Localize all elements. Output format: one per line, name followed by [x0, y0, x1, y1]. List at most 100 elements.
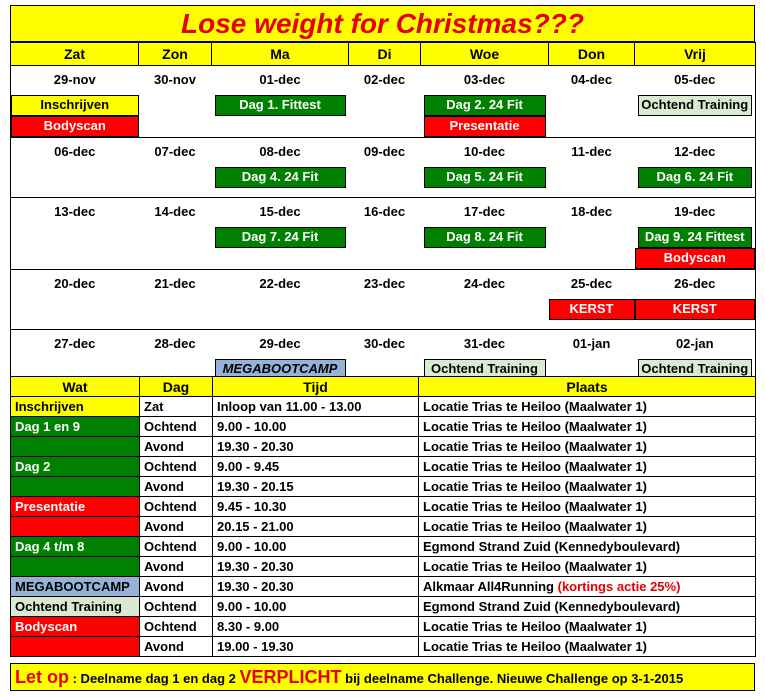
schedule-row: MEGABOOTCAMP Avond 19.30 - 20.30 Alkmaar Al… [10, 576, 756, 597]
day-header: Ma [211, 42, 349, 66]
day-cell: Ochtend [139, 416, 213, 437]
day-cell: Avond [139, 516, 213, 537]
date-cell: 29-nov [10, 65, 139, 94]
date-cell: 18-dec [570, 204, 613, 219]
what-cell: Presentatie [10, 496, 140, 517]
cell-text: Locatie Trias te Heiloo (Maalwater 1) [423, 399, 647, 414]
time-cell: 19.00 - 19.30 [212, 636, 419, 657]
cell-text: 19.30 - 20.15 [217, 479, 294, 494]
what-cell: Inschrijven [10, 396, 140, 417]
date-cell: 01-dec [259, 72, 301, 87]
time-cell: 20.15 - 21.00 [212, 516, 419, 537]
date-cell: 06-dec [10, 137, 139, 166]
date-cell: 27-dec [10, 329, 139, 358]
cell-text: Avond [144, 559, 184, 574]
place-cell: Egmond Strand Zuid (Kennedyboulevard) [418, 536, 756, 557]
day-cell: Ochtend [139, 456, 213, 477]
cell-text: Inloop van 11.00 - 13.00 [217, 399, 362, 414]
place-cell: Locatie Trias te Heiloo (Maalwater 1) [418, 496, 756, 517]
what-cell: Dag 2 [10, 456, 140, 477]
day-header: Zat [10, 42, 139, 66]
schedule-header: Wat [10, 376, 140, 397]
cell-text: Presentatie [15, 499, 86, 514]
time-cell: 19.30 - 20.30 [212, 436, 419, 457]
day-cell: Avond [139, 576, 213, 597]
what-cell: Ochtend Training [10, 596, 140, 617]
date-cell: 30-nov [154, 72, 196, 87]
date-cell: 05-dec [634, 65, 756, 94]
time-cell: Inloop van 11.00 - 13.00 [212, 396, 419, 417]
schedule-row: Avond 19.00 - 19.30 Locatie Trias te Heilo… [10, 636, 756, 657]
day-cell: Ochtend [139, 616, 213, 637]
date-cell: 08-dec [259, 144, 301, 159]
calendar-event: Inschrijven [11, 94, 139, 116]
cell-text: Alkmaar All4Running [423, 579, 558, 594]
footer-text-1: : Deelname dag 1 en dag 2 [69, 671, 240, 686]
cell-text: Locatie Trias te Heiloo (Maalwater 1) [423, 419, 647, 434]
cell-text: Egmond Strand Zuid (Kennedyboulevard) [423, 539, 681, 554]
date-cell: 20-dec [10, 269, 139, 298]
date-cell: 26-dec [634, 269, 756, 298]
date-cell: 09-dec [363, 144, 406, 159]
verplicht-label: VERPLICHT [239, 667, 342, 687]
calendar-event: MEGABOOTCAMP [214, 358, 346, 380]
day-header: Di [348, 42, 421, 66]
cell-text: Locatie Trias te Heiloo (Maalwater 1) [423, 519, 647, 534]
calendar-event: Dag 9. 24 Fittest [637, 226, 752, 248]
cell-text: Dag 1 en 9 [15, 419, 81, 434]
date-cell: 28-dec [154, 336, 196, 351]
date-cell: 30-dec [363, 336, 406, 351]
place-cell: Locatie Trias te Heiloo (Maalwater 1) [418, 616, 756, 637]
schedule-row: Bodyscan Ochtend 8.30 - 9.00 Locatie Trias … [10, 616, 756, 637]
place-cell: Locatie Trias te Heiloo (Maalwater 1) [418, 456, 756, 477]
cell-text: Locatie Trias te Heiloo (Maalwater 1) [423, 639, 647, 654]
cell-text: Zat [144, 399, 164, 414]
date-cell: 01-jan [572, 336, 611, 351]
calendar-event: Ochtend Training [637, 358, 752, 380]
schedule-row: Avond 19.30 - 20.15 Locatie Trias te Heilo… [10, 476, 756, 497]
day-cell: Avond [139, 556, 213, 577]
time-cell: 19.30 - 20.30 [212, 576, 419, 597]
cell-text: 8.30 - 9.00 [217, 619, 280, 634]
page-title: Lose weight for Christmas??? [10, 5, 755, 42]
what-cell [10, 476, 140, 497]
time-cell: 8.30 - 9.00 [212, 616, 419, 637]
time-cell: 9.00 - 10.00 [212, 596, 419, 617]
calendar-event: Bodyscan [634, 248, 755, 269]
cell-text: Locatie Trias te Heiloo (Maalwater 1) [423, 479, 647, 494]
schedule-row: Dag 2 Ochtend 9.00 - 9.45 Locatie Trias te … [10, 456, 756, 477]
cell-text: Ochtend Training [15, 599, 122, 614]
place-cell: Locatie Trias te Heiloo (Maalwater 1) [418, 516, 756, 537]
cell-text: 9.00 - 10.00 [217, 599, 287, 614]
date-cell: 04-dec [570, 72, 613, 87]
schedule-row: Avond 19.30 - 20.30 Locatie Trias te Heilo… [10, 556, 756, 577]
date-cell: 10-dec [463, 144, 506, 159]
cell-text: Avond [144, 479, 184, 494]
date-cell: 07-dec [154, 144, 196, 159]
cell-text: 19.30 - 20.30 [217, 559, 294, 574]
cell-text: Ochtend [144, 499, 197, 514]
cell-text: 9.00 - 9.45 [217, 459, 280, 474]
cell-text: 9.00 - 10.00 [217, 539, 287, 554]
date-cell: 13-dec [10, 197, 139, 226]
cell-text: Locatie Trias te Heiloo (Maalwater 1) [423, 459, 647, 474]
date-cell: 31-dec [463, 336, 506, 351]
schedule-row: Presentatie Ochtend 9.45 - 10.30 Locatie Tr… [10, 496, 756, 517]
cell-text: Avond [144, 439, 184, 454]
cell-text: Avond [144, 519, 184, 534]
cell-text: Ochtend [144, 419, 197, 434]
calendar-event: Dag 5. 24 Fit [423, 166, 546, 188]
cell-text: 19.30 - 20.30 [217, 439, 294, 454]
cell-text: Ochtend [144, 619, 197, 634]
date-cell: 16-dec [363, 204, 406, 219]
calendar-event: Dag 2. 24 Fit [423, 94, 546, 116]
day-cell: Avond [139, 436, 213, 457]
schedule-row: Ochtend Training Ochtend 9.00 - 10.00 Egmon… [10, 596, 756, 617]
time-cell: 9.00 - 10.00 [212, 536, 419, 557]
cell-text: MEGABOOTCAMP [15, 579, 130, 594]
what-cell: MEGABOOTCAMP [10, 576, 140, 597]
cell-text: Ochtend [144, 539, 197, 554]
calendar-event: Dag 8. 24 Fit [423, 226, 546, 248]
day-cell: Avond [139, 476, 213, 497]
place-cell: Locatie Trias te Heiloo (Maalwater 1) [418, 476, 756, 497]
